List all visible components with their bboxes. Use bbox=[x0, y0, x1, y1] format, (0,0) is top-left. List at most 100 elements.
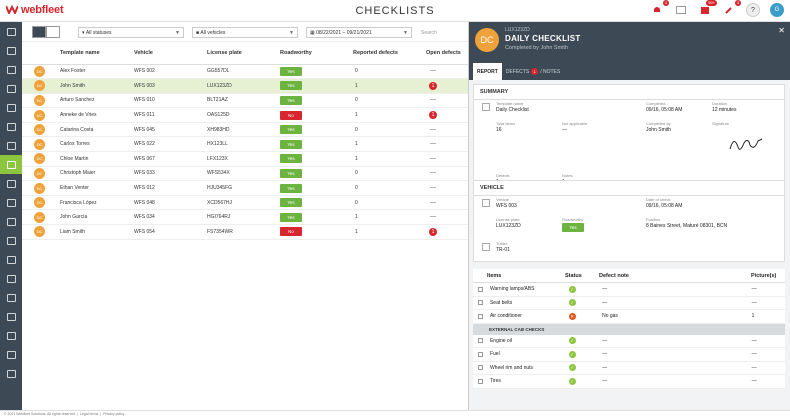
col-vehicle[interactable]: Vehicle bbox=[134, 42, 207, 65]
table-row[interactable]: DC Christoph Maier WFS 033 WFS534X Yes 0 — bbox=[22, 166, 468, 182]
template-icon bbox=[482, 103, 490, 111]
check-icon: ✓ bbox=[568, 364, 576, 372]
footer-privacy-link[interactable]: Privacy policy bbox=[103, 412, 125, 416]
user-avatar[interactable]: G bbox=[770, 3, 784, 17]
sidebar-item-alerts[interactable] bbox=[0, 117, 22, 136]
items-col-note: Defect note bbox=[599, 272, 629, 279]
footer-legal-link[interactable]: Legal terms bbox=[80, 412, 99, 416]
table-row[interactable]: DC Liam Smith WFS 054 FS7354WR No 1 1 bbox=[22, 224, 468, 240]
table-row[interactable]: DC Alex Foster WFS 002 GG557DL Yes 0 — bbox=[22, 64, 468, 80]
table-row[interactable]: DC Carlos Torres WFS 022 HX123LL Yes 1 — bbox=[22, 136, 468, 153]
sidebar-item-devices[interactable] bbox=[0, 250, 22, 269]
logo-icon bbox=[6, 4, 18, 14]
vehicle-filter[interactable]: ■ All vehicles ▼ bbox=[192, 27, 298, 38]
open-defects-badge: 1 bbox=[429, 227, 437, 236]
vehicle-filter-icon: ■ bbox=[196, 29, 201, 36]
vehicle-cell: WFS 012 bbox=[134, 180, 207, 196]
total-items-label: Total items bbox=[496, 121, 516, 126]
sidebar-item-checklists[interactable] bbox=[0, 155, 22, 174]
item-name: Tires bbox=[489, 378, 501, 385]
sidebar-item-maintenance[interactable] bbox=[0, 174, 22, 193]
roadworthy-badge: Yes bbox=[280, 66, 302, 76]
reported-defects-cell: 0 bbox=[353, 122, 426, 138]
list-item[interactable]: Air conditioner ✕ No gas 1 bbox=[473, 310, 785, 324]
roadworthy-badge: Yes bbox=[280, 81, 302, 91]
summary-title: SUMMARY bbox=[474, 85, 784, 100]
table-row[interactable]: DC Anneke de Vries WFS 011 OAS125D No 1 1 bbox=[22, 107, 468, 123]
table-row[interactable]: DC Chloe Martin WFS 067 LFX123X Yes 1 — bbox=[22, 151, 468, 167]
sidebar-item-places[interactable] bbox=[0, 288, 22, 307]
sidebar-item-calendar[interactable] bbox=[0, 269, 22, 288]
list-view-button[interactable] bbox=[32, 26, 46, 38]
completed-label: Completed bbox=[646, 101, 666, 106]
help-button[interactable]: ? bbox=[746, 3, 760, 17]
webfleet-logo[interactable]: webfleet bbox=[6, 4, 64, 16]
mail-icon[interactable] bbox=[674, 3, 688, 17]
document-icon bbox=[6, 141, 16, 150]
sidebar-item-orders[interactable] bbox=[0, 79, 22, 98]
wrench-icon[interactable]: 3 bbox=[722, 0, 741, 17]
sidebar-item-cars[interactable] bbox=[0, 60, 22, 79]
roadworthy-badge: Yes bbox=[280, 125, 302, 135]
template-name-cell: Alex Foster bbox=[60, 64, 134, 80]
avatar: DC bbox=[34, 94, 45, 106]
tab-report[interactable]: REPORT bbox=[473, 63, 502, 80]
sidebar bbox=[0, 22, 22, 410]
trailer-label: Trailer bbox=[496, 241, 508, 246]
sidebar-item-reports[interactable] bbox=[0, 98, 22, 117]
roadworthy-badge: Yes bbox=[280, 183, 302, 193]
sidebar-item-settings[interactable] bbox=[0, 364, 22, 383]
vehicle-cell: WFS 033 bbox=[134, 166, 207, 182]
sidebar-item-routes[interactable] bbox=[0, 231, 22, 250]
list-item[interactable]: Engine oil ✓ — — bbox=[473, 335, 785, 348]
bell-icon[interactable]: 4 bbox=[650, 0, 669, 17]
col-template-name[interactable]: Template name bbox=[60, 42, 134, 65]
check-icon: ✓ bbox=[568, 337, 576, 345]
sidebar-item-groups[interactable] bbox=[0, 326, 22, 345]
table-row[interactable]: DC Ethan Venter WFS 012 HJU345FG Yes 0 — bbox=[22, 180, 468, 196]
alert-icon[interactable]: 99+ bbox=[698, 0, 717, 17]
avatar: DC bbox=[34, 109, 45, 121]
search-input[interactable]: Search bbox=[421, 29, 437, 36]
roadworthy-badge: Yes bbox=[562, 223, 584, 232]
items-col-pictures: Picture(s) bbox=[751, 272, 777, 279]
sidebar-item-vehicles[interactable] bbox=[0, 41, 22, 60]
table-row[interactable]: DC Arturo Sanchez WFS 010 BLT21AZ Yes 0 — bbox=[22, 93, 468, 109]
date-range-filter[interactable]: ▦ 08/22/2021 – 09/21/2021 ▼ bbox=[306, 27, 412, 38]
vehicle-value: WFS 003 bbox=[496, 203, 517, 209]
reported-defects-cell: 0 bbox=[353, 195, 426, 211]
notes-label: Notes bbox=[562, 173, 573, 178]
truck-icon bbox=[482, 199, 490, 207]
col-open-defects[interactable]: Open defects bbox=[426, 42, 468, 65]
table-row[interactable]: DC John Smith WFS 003 LUX123ZD Yes 1 1 bbox=[22, 78, 468, 94]
roadworthy-badge: Yes bbox=[280, 95, 302, 105]
item-note: — bbox=[602, 364, 608, 371]
status-filter[interactable]: ▾ All statuses ▼ bbox=[78, 27, 184, 38]
item-pictures: — bbox=[751, 378, 757, 385]
sidebar-item-documents[interactable] bbox=[0, 136, 22, 155]
list-item[interactable]: Fuel ✓ — — bbox=[473, 348, 785, 362]
sidebar-item-fuel[interactable] bbox=[0, 212, 22, 231]
trailer-icon bbox=[482, 243, 490, 251]
col-reported-defects[interactable]: Reported defects bbox=[353, 42, 426, 65]
sidebar-item-drivers[interactable] bbox=[0, 307, 22, 326]
list-item[interactable]: Warning lamps/ABS ✓ — — bbox=[473, 283, 785, 297]
close-icon[interactable]: ✕ bbox=[778, 26, 785, 35]
sidebar-item-dashboard[interactable] bbox=[0, 22, 22, 41]
list-item[interactable]: Tires ✓ — — bbox=[473, 375, 785, 389]
col-roadworthy[interactable]: Roadworthy bbox=[280, 42, 353, 65]
sidebar-item-integrations[interactable] bbox=[0, 345, 22, 364]
col-license-plate[interactable]: License plate bbox=[207, 42, 280, 65]
list-item[interactable]: Wheel rim and nuts ✓ — — bbox=[473, 362, 785, 375]
tab-defects-notes[interactable]: DEFECTS 1 / NOTES bbox=[502, 63, 564, 80]
vehicle-cell: WFS 034 bbox=[134, 209, 207, 226]
template-name-cell: John García bbox=[60, 209, 134, 226]
list-item[interactable]: Seat belts ✓ — — bbox=[473, 297, 785, 310]
table-row[interactable]: DC John García WFS 034 HGI764RJ Yes 1 — bbox=[22, 209, 468, 226]
table-row[interactable]: DC Francisca López WFS 048 XCD567HJ Yes 0 — bbox=[22, 195, 468, 211]
grid-view-button[interactable] bbox=[46, 26, 60, 38]
sidebar-item-statistics[interactable] bbox=[0, 193, 22, 212]
roadworthy-badge: Yes bbox=[280, 198, 302, 208]
table-row[interactable]: DC Catarina Costa WFS 045 XH983HD Yes 0 — bbox=[22, 122, 468, 138]
signature-image bbox=[729, 138, 763, 150]
